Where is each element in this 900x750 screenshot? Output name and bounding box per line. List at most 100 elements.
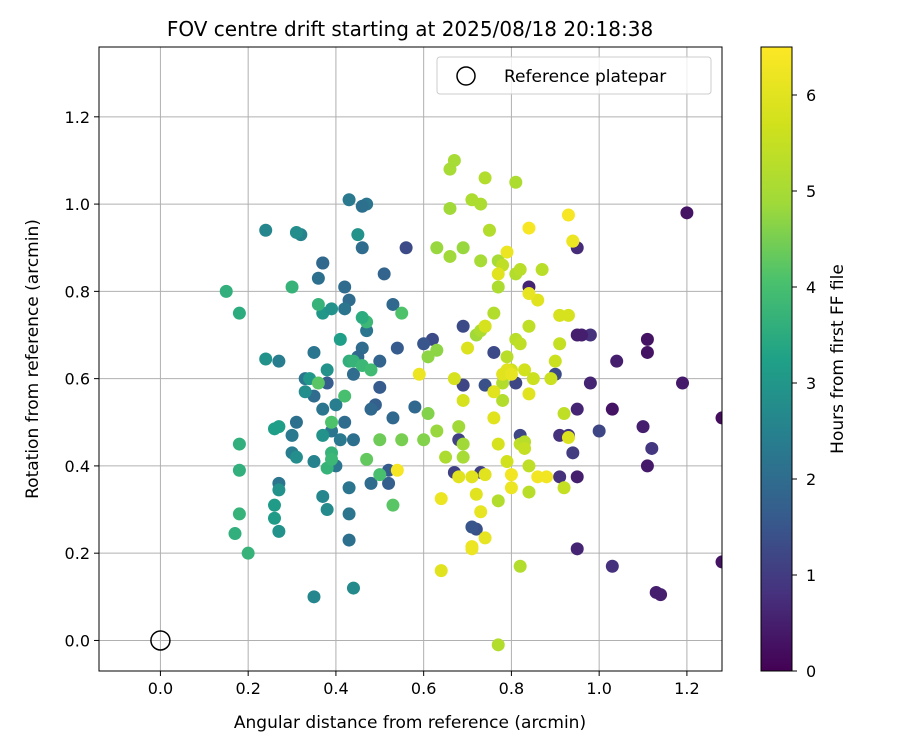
scatter-point	[342, 193, 356, 207]
grid	[99, 47, 722, 671]
scatter-point	[430, 241, 444, 255]
scatter-point	[346, 433, 360, 447]
scatter-point	[316, 402, 330, 416]
scatter-point	[325, 452, 339, 466]
scatter-point	[434, 564, 448, 578]
y-tick-label: 1.2	[65, 108, 90, 127]
plot-frame	[98, 46, 723, 672]
scatter-point	[417, 337, 431, 351]
scatter-point	[285, 280, 299, 294]
scatter-point	[518, 363, 532, 377]
scatter-point	[715, 411, 722, 425]
scatter-points	[150, 153, 722, 652]
scatter-point	[544, 372, 558, 386]
scatter-point	[478, 319, 492, 333]
scatter-point	[329, 398, 343, 412]
scatter-point	[443, 249, 457, 263]
scatter-point	[592, 424, 606, 438]
scatter-point	[228, 527, 242, 541]
legend-label: Reference platepar	[504, 67, 666, 87]
scatter-point	[561, 208, 575, 222]
scatter-point	[570, 470, 584, 484]
scatter-point	[474, 505, 488, 519]
scatter-point	[382, 476, 396, 490]
scatter-point	[553, 308, 567, 322]
scatter-point	[518, 441, 532, 455]
colorbar-tick-label: 6	[806, 86, 816, 105]
scatter-point	[504, 468, 518, 482]
colorbar-ticks: 0 1 2 3 4 5 6	[792, 86, 816, 681]
colorbar-tick-label: 2	[806, 470, 816, 489]
scatter-point	[570, 402, 584, 416]
scatter-point	[487, 306, 501, 320]
scatter-point	[342, 533, 356, 547]
colorbar-label: Hours from first FF file	[828, 264, 848, 454]
scatter-point	[338, 389, 352, 403]
scatter-point	[364, 402, 378, 416]
scatter-point	[491, 638, 505, 652]
scatter-point	[509, 175, 523, 189]
scatter-point	[478, 171, 492, 185]
x-tick-label: 0.6	[411, 679, 436, 698]
scatter-point	[522, 459, 536, 473]
scatter-point	[500, 350, 514, 364]
scatter-point	[298, 385, 312, 399]
scatter-point	[342, 507, 356, 521]
scatter-point	[267, 422, 281, 436]
scatter-point	[583, 376, 597, 390]
scatter-point	[605, 559, 619, 573]
scatter-point	[469, 487, 483, 501]
colorbar: 0 1 2 3 4 5 6 Hours from first FF file	[760, 46, 848, 681]
scatter-point	[526, 372, 540, 386]
scatter-point	[557, 481, 571, 495]
scatter-point	[320, 503, 334, 517]
scatter-point	[311, 297, 325, 311]
scatter-point	[500, 245, 514, 259]
scatter-point	[316, 428, 330, 442]
scatter-point	[232, 463, 246, 477]
scatter-point	[482, 223, 496, 237]
scatter-point	[342, 481, 356, 495]
scatter-point	[346, 581, 360, 595]
scatter-point	[417, 433, 431, 447]
scatter-point	[307, 455, 321, 469]
scatter-point	[654, 588, 668, 602]
y-tick-label: 1.0	[65, 195, 90, 214]
legend-marker	[456, 66, 476, 86]
scatter-point	[377, 267, 391, 281]
x-axis-ticks: 0.0 0.2 0.4 0.6 0.8 1.0 1.2	[148, 671, 700, 698]
scatter-point	[311, 376, 325, 390]
scatter-point	[259, 352, 273, 366]
scatter-point	[640, 459, 654, 473]
scatter-point	[461, 341, 475, 355]
colorbar-tick-label: 0	[806, 662, 816, 681]
scatter-point	[513, 559, 527, 573]
scatter-point	[373, 433, 387, 447]
scatter-point	[575, 328, 589, 342]
scatter-point	[452, 470, 466, 484]
scatter-point	[408, 400, 422, 414]
scatter-point	[307, 345, 321, 359]
scatter-point	[474, 197, 488, 211]
chart-title: FOV centre drift starting at 2025/08/18 …	[167, 17, 653, 41]
scatter-point	[553, 337, 567, 351]
scatter-point	[373, 380, 387, 394]
scatter-point	[557, 407, 571, 421]
scatter-point	[434, 492, 448, 506]
scatter-point	[491, 280, 505, 294]
scatter-point	[443, 201, 457, 215]
scatter-point	[395, 433, 409, 447]
scatter-point	[636, 420, 650, 434]
y-tick-label: 0.6	[65, 370, 90, 389]
scatter-point	[325, 302, 339, 316]
x-tick-label: 0.2	[235, 679, 260, 698]
scatter-point	[540, 470, 554, 484]
legend-box	[436, 56, 712, 95]
x-axis-label: Angular distance from reference (arcmin)	[234, 713, 586, 733]
scatter-point	[566, 234, 580, 248]
scatter-point	[325, 415, 339, 429]
scatter-point	[439, 450, 453, 464]
scatter-point	[267, 498, 281, 512]
scatter-point	[311, 271, 325, 285]
scatter-point	[272, 524, 286, 538]
